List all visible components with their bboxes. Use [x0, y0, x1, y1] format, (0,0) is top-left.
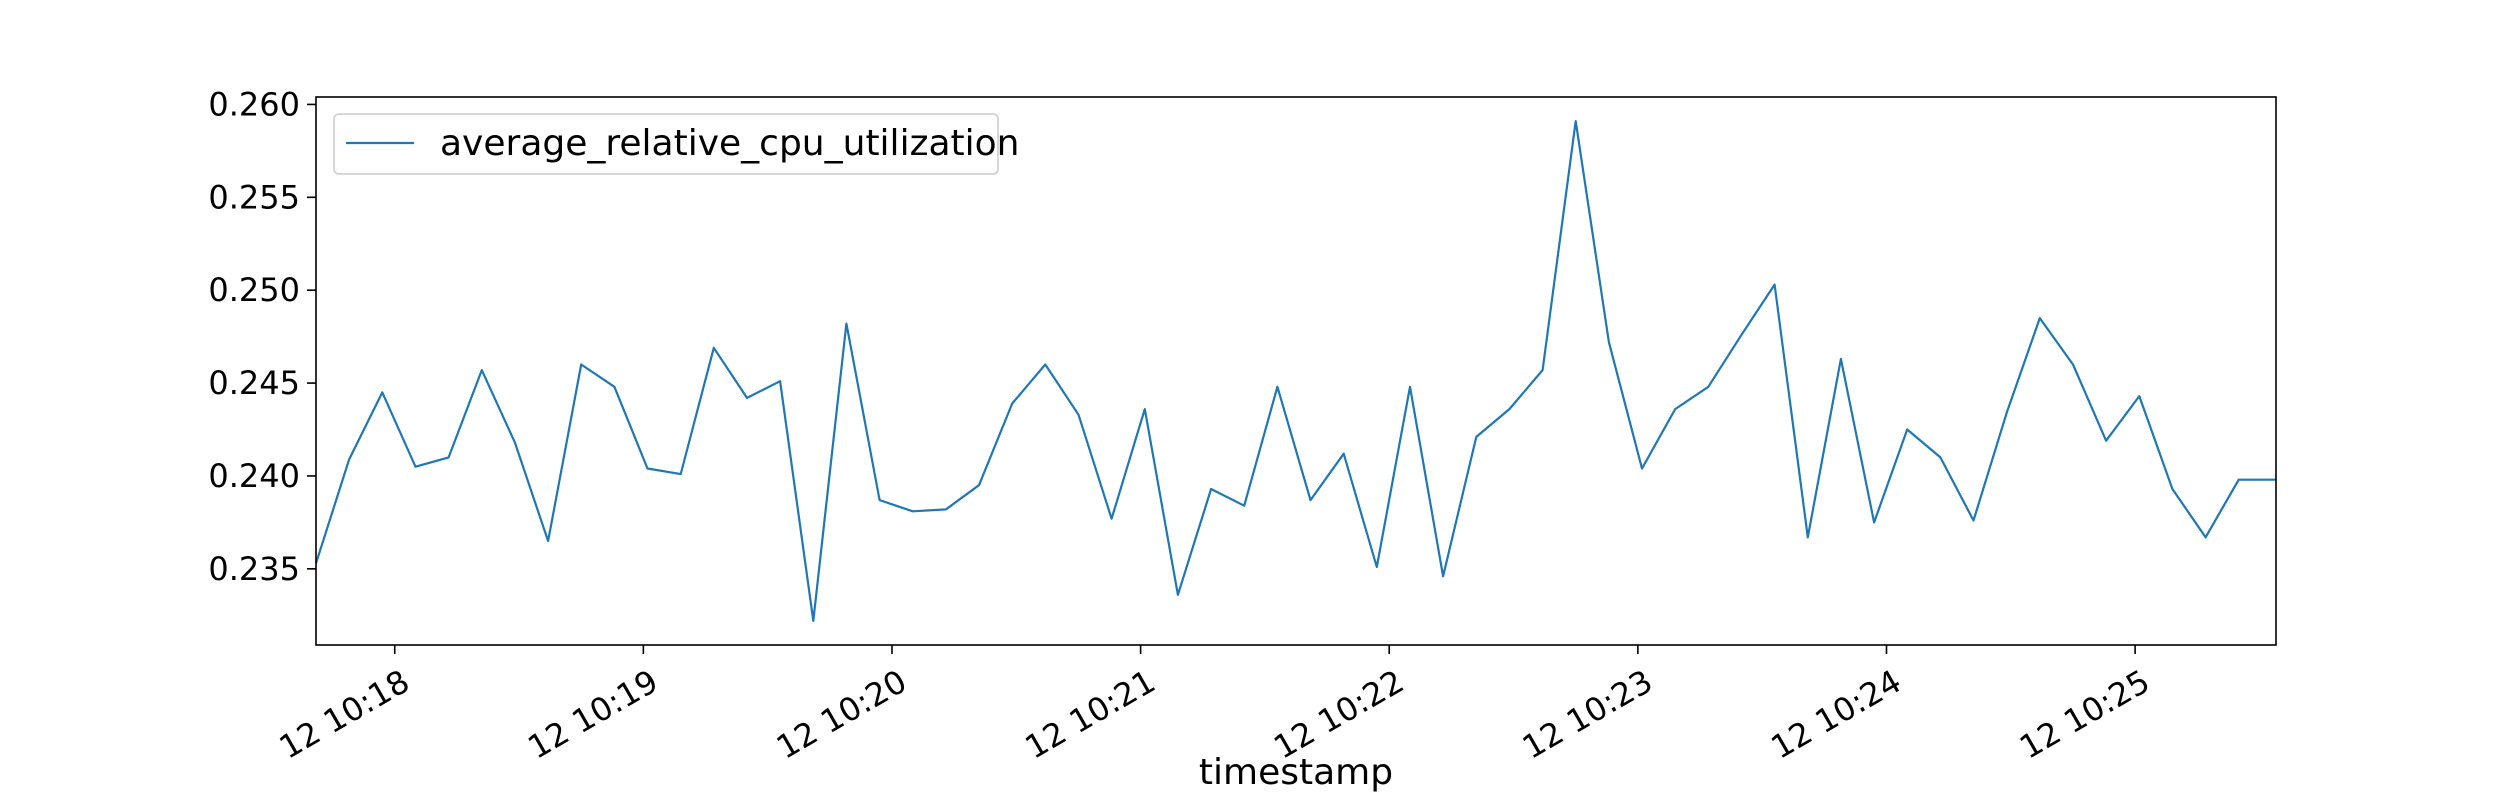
- x-axis: 12 10:18 12 10:19 12 10:20 12 10:21 12 10:22…: [273, 645, 2156, 767]
- x-tick-label: 12 10:25: [2013, 662, 2156, 766]
- x-tick-label: 12 10:22: [1267, 662, 1410, 766]
- y-tick-label: 0.255: [208, 178, 300, 216]
- x-tick-label: 12 10:19: [521, 662, 664, 766]
- y-tick-label: 0.260: [208, 85, 300, 123]
- plot-frame: [315, 96, 2277, 646]
- y-tick-label: 0.240: [208, 457, 300, 495]
- legend-label: average_relative_cpu_utilization: [440, 123, 1019, 164]
- x-tick-label: 12 10:24: [1765, 662, 1908, 766]
- x-tick-label: 12 10:23: [1516, 662, 1659, 766]
- x-tick-label: 12 10:21: [1019, 662, 1162, 766]
- x-axis-title: timestamp: [1199, 752, 1393, 793]
- x-tick-label: 12 10:18: [273, 662, 416, 766]
- x-tick-label: 12 10:20: [770, 662, 913, 766]
- y-tick-label: 0.235: [208, 550, 300, 588]
- y-axis: 0.235 0.240 0.245 0.250 0.255 0.260: [208, 85, 316, 588]
- plot-background: [316, 97, 2276, 645]
- series-line-average-relative-cpu-utilization: [314, 120, 2276, 622]
- legend-box: [333, 113, 999, 175]
- legend: average_relative_cpu_utilization: [333, 113, 1019, 175]
- y-tick-label: 0.245: [208, 364, 300, 402]
- y-tick-label: 0.250: [208, 271, 300, 309]
